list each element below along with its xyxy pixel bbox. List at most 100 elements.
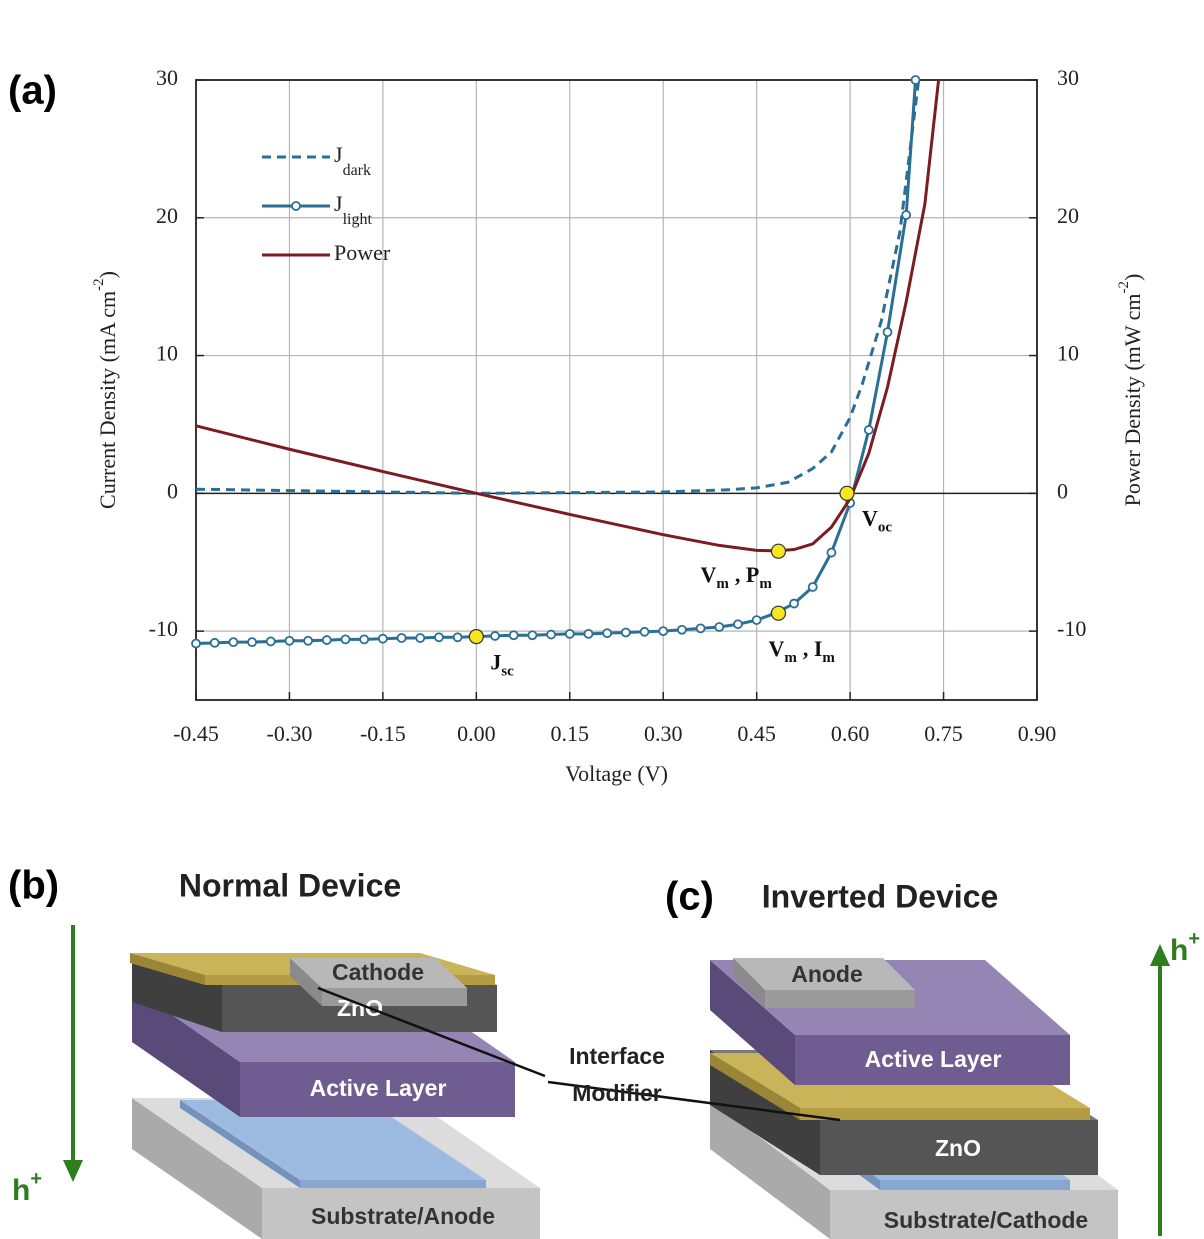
data-point (248, 638, 256, 646)
annotation-text: , P (735, 562, 759, 587)
data-point (528, 631, 536, 639)
layer-label: Substrate/Anode (311, 1203, 495, 1229)
y2-tick-label: 0 (1057, 478, 1068, 503)
data-point (342, 635, 350, 643)
data-point (827, 549, 835, 557)
data-point (547, 631, 555, 639)
data-point (398, 634, 406, 642)
legend-label: Jdark (334, 142, 371, 179)
figure: -0.45-0.30-0.150.000.150.300.450.600.750… (0, 0, 1204, 1239)
data-point (379, 635, 387, 643)
arrow-head (63, 1160, 83, 1182)
arrow-head (1150, 944, 1170, 966)
annotation-text: V (700, 562, 716, 587)
diagram-title: Inverted Device (762, 878, 999, 914)
x-tick-label: 0.00 (457, 721, 496, 746)
panel-label: (a) (8, 69, 57, 113)
data-point (902, 211, 910, 219)
legend-sub: light (343, 211, 373, 228)
data-point (753, 616, 761, 624)
y2-tick-label: 20 (1057, 203, 1079, 228)
series-line (196, 80, 916, 644)
data-point (192, 640, 200, 648)
data-point (715, 623, 723, 631)
key-point (840, 486, 854, 500)
data-point (584, 630, 592, 638)
axis-label-end: ) (1120, 274, 1145, 281)
layer-label: Anode (791, 961, 863, 987)
data-point (622, 628, 630, 636)
legend-label: Power (334, 240, 391, 265)
annotation-sub: m (716, 577, 729, 593)
y-axis-label: Current Density (mA cm-2) (91, 271, 120, 509)
data-point (659, 627, 667, 635)
axis-label-end: ) (95, 271, 120, 278)
axis-label-sup: -2 (1116, 281, 1132, 294)
x-tick-label: 0.90 (1018, 721, 1057, 746)
x-tick-label: 0.60 (831, 721, 870, 746)
annotation-text: V (768, 636, 784, 661)
interface-label: Modifier (572, 1080, 661, 1106)
layer-label: Active Layer (310, 1075, 447, 1101)
carrier-label: h+ (12, 1168, 42, 1207)
data-point (267, 637, 275, 645)
data-point (510, 631, 518, 639)
y-tick-label: 0 (167, 478, 178, 503)
data-point (435, 633, 443, 641)
y-tick-label: 20 (156, 203, 178, 228)
series-line (196, 80, 919, 493)
x-tick-label: -0.30 (267, 721, 313, 746)
data-point (734, 620, 742, 628)
annotation: Vm, Pm (700, 562, 772, 592)
x-tick-label: 0.75 (924, 721, 963, 746)
data-point (416, 634, 424, 642)
data-point (883, 328, 891, 336)
x-tick-label: 0.15 (551, 721, 590, 746)
annotation-text: J (490, 650, 501, 675)
data-point (323, 636, 331, 644)
data-point (790, 600, 798, 608)
x-tick-label: -0.15 (360, 721, 406, 746)
layer-front (300, 1180, 486, 1188)
layer-front (765, 990, 915, 1008)
y-axis-label: Power Density (mW cm-2) (1116, 274, 1145, 507)
x-tick-label: 0.45 (737, 721, 776, 746)
data-point (809, 583, 817, 591)
layer-label: Active Layer (865, 1046, 1002, 1072)
annotation: Voc (862, 505, 892, 535)
data-point (211, 639, 219, 647)
data-point (697, 624, 705, 632)
legend-label: Jlight (334, 191, 372, 228)
data-point (285, 637, 293, 645)
data-point (304, 637, 312, 645)
layer-front (880, 1180, 1070, 1190)
data-point (491, 632, 499, 640)
carrier-label: h+ (1170, 928, 1200, 967)
annotation-sub: m (784, 651, 797, 667)
axis-label-text: Current Density (mA cm (95, 291, 120, 509)
legend-marker (292, 202, 300, 210)
legend-name: Power (334, 240, 391, 265)
annotation-text: , I (803, 636, 823, 661)
data-point (912, 76, 920, 84)
legend-sub: dark (343, 162, 371, 179)
panel-label: (c) (665, 875, 714, 919)
data-point (566, 630, 574, 638)
layer-label: Substrate/Cathode (884, 1207, 1088, 1233)
series-line (196, 80, 939, 551)
annotation: Jsc (490, 650, 514, 680)
layer-label: Cathode (332, 959, 424, 985)
y-tick-label: 30 (156, 65, 178, 90)
layer-front (800, 1108, 1090, 1120)
layer-label: ZnO (935, 1135, 981, 1161)
data-point (603, 629, 611, 637)
y2-tick-label: -10 (1057, 616, 1086, 641)
data-point (678, 626, 686, 634)
annotation-sub: sc (501, 664, 514, 680)
y2-tick-label: 10 (1057, 341, 1079, 366)
key-point (771, 606, 785, 620)
key-point (469, 630, 483, 644)
y-tick-label: -10 (149, 616, 178, 641)
plot-frame (196, 80, 1037, 700)
